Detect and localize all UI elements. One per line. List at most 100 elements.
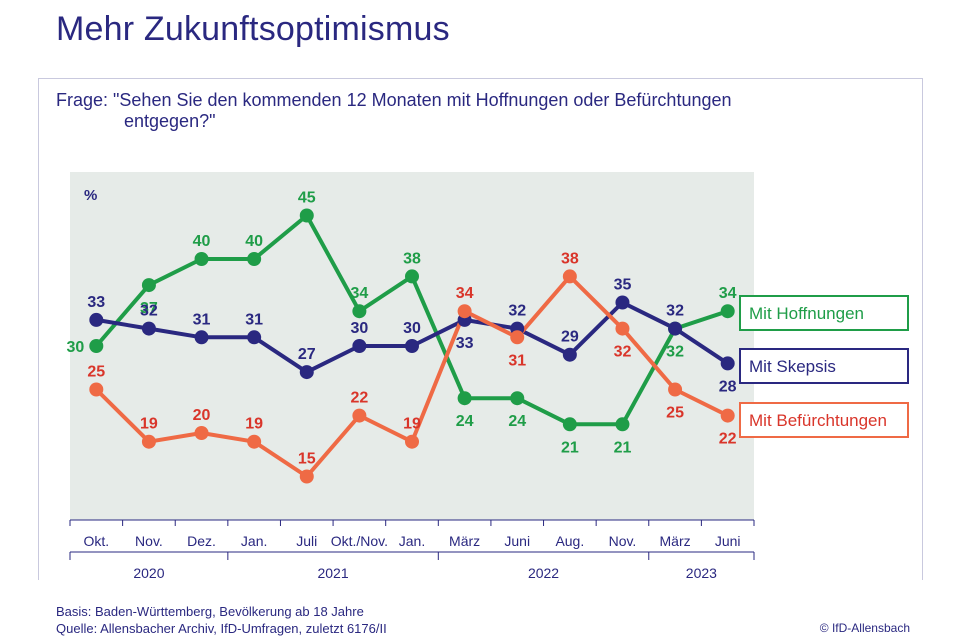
data-point (668, 382, 683, 397)
data-point (615, 417, 630, 432)
data-point (457, 304, 472, 319)
x-tick-label: Juni (715, 533, 741, 549)
data-label: 27 (298, 346, 316, 363)
data-label: 33 (87, 294, 105, 311)
data-label: 38 (561, 250, 579, 267)
data-label: 30 (403, 320, 421, 337)
data-label: 30 (350, 320, 368, 337)
data-label: 35 (614, 277, 632, 294)
legend-label: Mit Hoffnungen (749, 304, 864, 323)
data-label: 32 (666, 303, 684, 320)
data-point (89, 339, 104, 353)
data-point (720, 304, 735, 319)
data-label: 37 (140, 300, 158, 317)
data-label: 31 (245, 311, 263, 328)
data-label: 34 (719, 285, 737, 302)
year-label: 2020 (133, 565, 164, 581)
data-label: 19 (403, 416, 421, 433)
data-label: 33 (456, 335, 474, 352)
data-point (247, 252, 262, 266)
data-label: 24 (456, 413, 474, 430)
data-point (720, 356, 735, 371)
x-tick-label: März (449, 533, 480, 549)
data-point (352, 339, 367, 353)
data-label: 32 (140, 303, 158, 320)
survey-question: Frage: "Sehen Sie den kommenden 12 Monat… (56, 90, 732, 132)
x-tick-label: Nov. (135, 533, 163, 549)
data-point (299, 208, 314, 223)
y-unit-label: % (84, 187, 97, 204)
data-label: 32 (508, 303, 526, 320)
data-point (89, 382, 104, 397)
data-point (562, 269, 577, 284)
data-point (510, 391, 525, 406)
data-label: 22 (350, 390, 368, 407)
data-point (247, 434, 262, 449)
data-point (615, 321, 630, 336)
data-label: 45 (298, 190, 316, 207)
data-point (299, 365, 314, 380)
data-point (141, 321, 156, 336)
data-point (562, 417, 577, 432)
line-chart: % Okt. Nov. Dez. Jan. Juli Okt./Nov. Jan. März Ju… (67, 172, 909, 581)
data-point (510, 330, 525, 345)
x-tick-label: Okt./Nov. (331, 533, 388, 549)
x-tick-label: Aug. (555, 533, 584, 549)
data-point (89, 312, 104, 327)
data-label: 21 (561, 439, 579, 456)
x-tick-label: Okt. (83, 533, 109, 549)
x-tick-label: Jan. (241, 533, 267, 549)
legend-box (739, 295, 909, 331)
chart-title: Mehr Zukunftsoptimismus (56, 10, 450, 48)
data-point (194, 252, 209, 266)
data-label: 31 (193, 311, 211, 328)
data-label: 19 (140, 416, 158, 433)
year-label: 2022 (528, 565, 559, 581)
data-label: 32 (666, 344, 684, 361)
basis-note: Basis: Baden-Württemberg, Bevölkerung ab… (56, 604, 364, 619)
data-label: 21 (614, 439, 632, 456)
legend-label: Mit Skepsis (749, 357, 836, 376)
data-point (405, 434, 419, 449)
data-label: 32 (614, 344, 632, 361)
data-label: 15 (298, 451, 316, 468)
data-label: 25 (87, 364, 105, 381)
data-point (405, 269, 419, 284)
frame-right-rule (922, 78, 923, 580)
year-label: 2023 (686, 565, 717, 581)
legend-label: Mit Befürchtungen (749, 411, 887, 430)
data-point (352, 304, 367, 319)
data-label: 31 (508, 352, 526, 369)
data-label: 28 (719, 378, 737, 395)
data-label: 25 (666, 405, 684, 422)
data-label: 20 (193, 407, 211, 424)
data-label: 38 (403, 250, 421, 267)
data-label: 34 (350, 285, 368, 302)
source-note: Quelle: Allensbacher Archiv, IfD-Umfrage… (56, 621, 387, 636)
data-point (194, 426, 209, 440)
legend-box (739, 348, 909, 384)
data-point (141, 434, 156, 449)
data-label: 30 (67, 339, 85, 356)
question-line-2: entgegen?" (124, 111, 216, 131)
data-label: 40 (193, 233, 211, 250)
year-label: 2021 (317, 565, 348, 581)
frame-left-rule (38, 78, 39, 580)
data-point (352, 408, 367, 423)
frame-top-rule (38, 78, 923, 79)
data-label: 24 (508, 413, 526, 430)
data-point (299, 469, 314, 484)
data-label: 22 (719, 431, 737, 448)
data-point (405, 339, 419, 353)
data-point (457, 391, 472, 406)
x-tick-label: Juli (296, 533, 317, 549)
data-label: 19 (245, 416, 263, 433)
x-tick-label: Jan. (399, 533, 425, 549)
data-point (668, 321, 683, 336)
question-line-1: Frage: "Sehen Sie den kommenden 12 Monat… (56, 90, 732, 110)
data-point (615, 295, 630, 310)
data-label: 40 (245, 233, 263, 250)
copyright-credit: © IfD-Allensbach (819, 621, 910, 635)
data-point (247, 330, 262, 345)
legend-box (739, 402, 909, 438)
